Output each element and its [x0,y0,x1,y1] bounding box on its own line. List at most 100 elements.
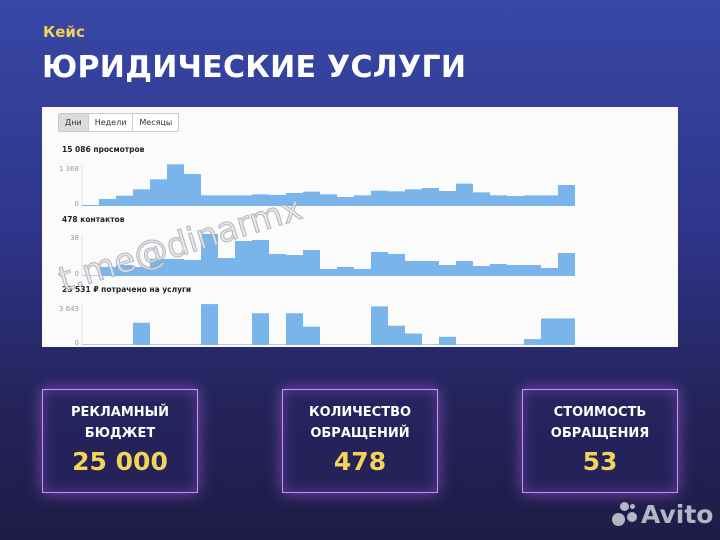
chart-bar [473,344,490,345]
chart-title: 478 контактов [62,215,125,224]
stats-panel: Дни Недели Месяцы 15 086 просмотров 1 368… [42,107,678,347]
chart-bar [456,183,473,206]
chart-bar [541,268,558,276]
chart-bar [541,318,558,345]
chart-bar [456,344,473,345]
chart-bar [99,198,116,206]
chart-bar [337,267,354,276]
chart-bar [167,344,184,345]
chart-bar [524,195,541,206]
chart-bar [371,252,388,276]
y-tick-label: 38 [70,234,79,242]
y-tick-label: 0 [75,270,79,278]
avito-logo: Avito [612,500,713,529]
chart-bar [235,241,252,276]
card-label: РЕКЛАМНЫЙ [70,405,170,420]
chart-bar [507,344,524,345]
chart-bar [354,195,371,206]
chart-bar [167,164,184,206]
chart-bar [184,174,201,206]
chart-bar [252,240,269,276]
y-tick-label: 1 368 [59,165,79,173]
chart-bar [439,336,456,345]
chart-bar [218,258,235,276]
chart-bar [337,344,354,345]
chart-bar [99,344,116,345]
chart-bar [269,344,286,345]
chart-bar [388,254,405,276]
chart-bar [439,190,456,206]
card-label: КОЛИЧЕСТВО [308,405,412,420]
chart-bar [133,189,150,206]
chart-bar [422,344,439,345]
chart-bar [184,344,201,345]
chart-bar [422,261,439,276]
card-label: ОБРАЩЕНИЯ [550,426,650,441]
chart-bar [269,194,286,206]
chart-bar [558,318,575,345]
chart-bar [524,265,541,276]
chart-bar [252,313,269,345]
chart-bar [133,267,150,276]
y-tick-label: 0 [75,339,79,347]
chart-title: 15 086 просмотров [62,145,145,154]
chart-bar [405,261,422,276]
chart-bar [388,191,405,206]
tab-days[interactable]: Дни [59,114,89,131]
card-value: 478 [333,447,387,476]
chart-bar [218,195,235,206]
charts: 15 086 просмотров 1 368 0 478 контактов 38 0 2… [59,145,575,347]
card-requests: КОЛИЧЕСТВО ОБРАЩЕНИЙ 478 [282,389,438,493]
chart-bar [184,260,201,276]
chart-bar [269,254,286,276]
chart-bar [82,275,99,276]
chart-bar [167,259,184,276]
chart-bar [490,344,507,345]
chart-bar [150,179,167,206]
tab-months[interactable]: Месяцы [139,118,173,127]
chart-bar [116,265,133,276]
chart-bar [303,326,320,345]
chart-bar [82,344,99,345]
chart-bar [541,195,558,206]
y-tick-label: 3 643 [59,305,79,313]
period-tabs: Дни Недели Месяцы [58,113,180,132]
chart-bar [252,194,269,206]
card-label: СТОИМОСТЬ [553,405,647,420]
card-value: 53 [582,447,618,476]
tab-weeks[interactable]: Недели [89,114,134,131]
chart-bar [201,234,218,276]
chart-bar [558,185,575,206]
chart-bar [235,195,252,206]
kicker: Кейс [43,23,85,41]
chart-bar [320,344,337,345]
chart-bar [354,344,371,345]
chart-bar [473,192,490,206]
chart-bar [303,191,320,206]
chart-bar [320,194,337,206]
avito-logo-text: Avito [641,500,714,529]
chart-bar [337,196,354,206]
chart-bar [303,250,320,276]
chart-bar [371,190,388,206]
chart-bar [388,325,405,345]
chart-bar [286,192,303,206]
chart-bar [456,261,473,276]
card-value: 25 000 [72,447,168,476]
chart-bar [439,265,456,276]
chart-bar [490,264,507,276]
chart-bar [524,339,541,345]
chart-bar [490,195,507,206]
chart-bar [133,322,150,345]
chart-bar [405,189,422,206]
chart-bar [150,259,167,276]
card-label: БЮДЖЕТ [84,426,156,441]
chart-bar [422,188,439,206]
chart-bar [473,266,490,276]
chart-bar [371,306,388,345]
chart-bar [320,269,337,276]
chart-bar [405,333,422,345]
chart-bar [116,344,133,345]
chart-bar [507,265,524,276]
chart-bar [235,344,252,345]
